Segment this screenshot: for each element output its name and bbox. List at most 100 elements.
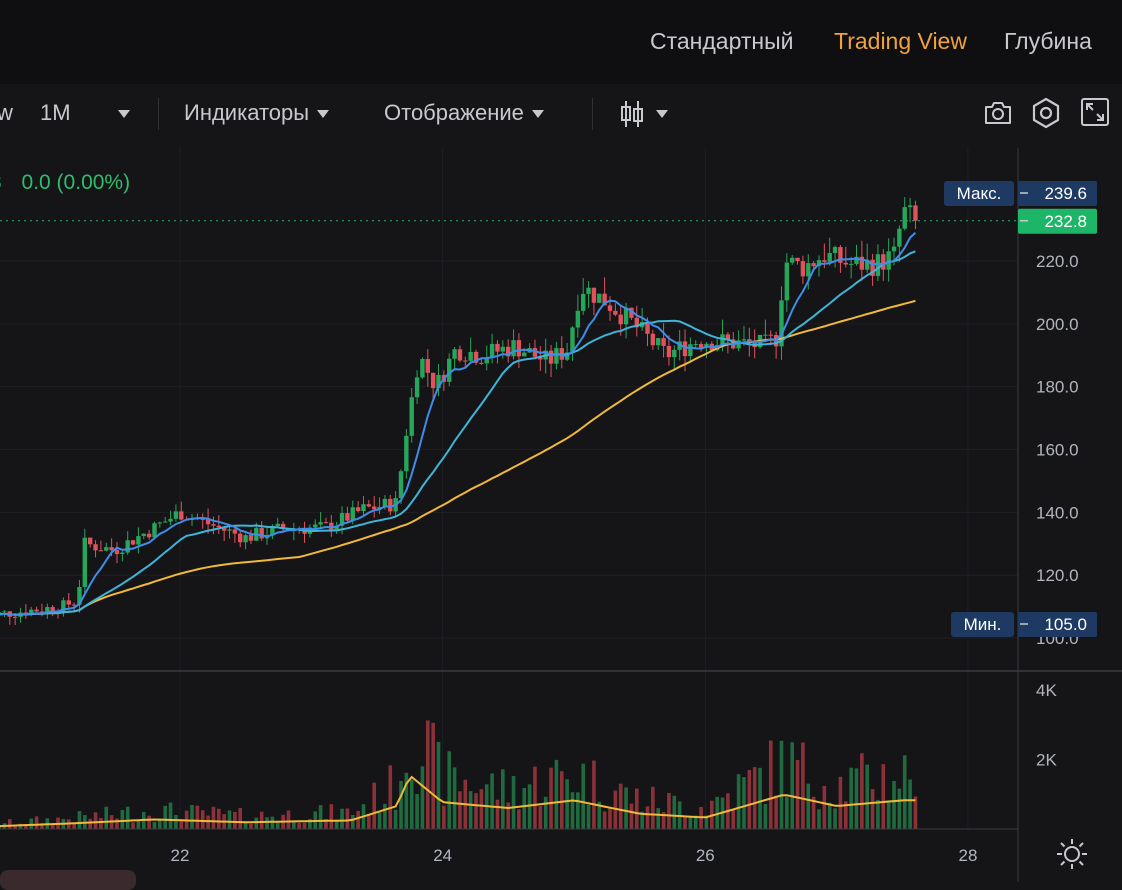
last-price-label: 232.8 (1044, 212, 1087, 231)
volume-bar (854, 768, 859, 829)
volume-bar (860, 753, 864, 829)
volume-bar (785, 796, 789, 829)
volume-bar (886, 800, 891, 829)
volume-bar (811, 796, 816, 829)
candle-type-icon[interactable] (618, 99, 676, 129)
candle-body (168, 518, 173, 522)
volume-bar (468, 791, 473, 829)
volume-bar (174, 815, 178, 829)
volume-bar (715, 796, 719, 829)
volume-bar (779, 740, 784, 829)
volume-bar (693, 815, 698, 829)
candle-body (404, 435, 409, 472)
candle-body (618, 314, 623, 325)
volume-bar (667, 792, 671, 829)
interval-selector[interactable]: 1M (40, 100, 71, 126)
volume-bar (377, 812, 382, 829)
candle-body (725, 334, 731, 340)
volume-bar (452, 767, 457, 829)
candle-body (656, 338, 661, 346)
candle-body (848, 263, 854, 265)
top-bar (0, 0, 1122, 84)
ma-mid-line (0, 250, 916, 616)
volume-bar (415, 793, 419, 829)
price-change-legend: 3 0.0 (0.00%) (0, 171, 130, 195)
tab-depth[interactable]: Глубина (1004, 28, 1092, 54)
volume-bar (233, 811, 237, 829)
time-tick-label: 28 (959, 846, 978, 865)
candle-body (838, 247, 843, 263)
max-label: Макс. (957, 184, 1002, 203)
candle-body (495, 343, 500, 352)
volume-bar (120, 809, 125, 829)
candle-body (741, 339, 747, 341)
volume-bar (624, 787, 628, 829)
volume-bar (265, 817, 269, 829)
candle-body (586, 287, 591, 294)
toolbar-divider (158, 98, 159, 130)
candle-body (61, 600, 66, 613)
tab-trading-view[interactable]: Trading View (834, 28, 967, 54)
price-tick-label: 180.0 (1036, 378, 1079, 397)
volume-bar (34, 816, 39, 829)
candle-body (345, 513, 350, 521)
volume-bar (147, 815, 151, 829)
settings-hex-icon[interactable] (1030, 97, 1062, 129)
time-tick-label: 24 (433, 846, 452, 865)
candle-body (897, 228, 902, 247)
bottom-tab[interactable] (0, 870, 136, 890)
candle-body (243, 535, 248, 543)
candle-body (682, 341, 688, 357)
candle-body (688, 344, 693, 357)
candle-body (211, 524, 216, 526)
candle-body (806, 263, 811, 277)
candle-body (77, 586, 82, 605)
candle-body (881, 254, 886, 270)
indicators-button[interactable]: Индикаторы (184, 100, 330, 126)
candle-body (200, 518, 205, 520)
volume-bar (827, 802, 832, 829)
candle-body (436, 374, 441, 389)
candle-body (318, 522, 323, 525)
volume-bar (29, 818, 34, 829)
volume-bar (458, 791, 462, 829)
volume-bar (190, 805, 194, 829)
candle-body (2, 611, 7, 613)
candle-body (902, 207, 907, 229)
candle-body (248, 535, 254, 541)
candle-body (39, 611, 45, 613)
candle-body (575, 310, 581, 328)
volume-bar (902, 755, 907, 829)
candle-body (602, 293, 607, 306)
volume-bar (324, 819, 328, 829)
volume-bar (538, 806, 543, 829)
volume-bar (249, 823, 253, 829)
volume-bar (447, 751, 452, 829)
candle-body (597, 293, 602, 303)
candle-body (66, 600, 71, 605)
volume-bar (93, 812, 98, 829)
candle-body (505, 346, 511, 357)
fullscreen-icon[interactable] (1080, 97, 1110, 127)
volume-bar (522, 787, 527, 829)
tab-standard[interactable]: Стандартный (650, 28, 794, 54)
display-button[interactable]: Отображение (384, 100, 544, 126)
volume-bar (565, 779, 569, 829)
sun-settings-icon[interactable] (1056, 838, 1088, 870)
candle-body (650, 333, 656, 346)
candle-body (93, 544, 98, 551)
candle-body (511, 340, 516, 357)
volume-bar (297, 822, 301, 829)
camera-icon[interactable] (983, 98, 1013, 128)
volume-bar (559, 771, 564, 829)
candle-body (629, 307, 634, 318)
candle-body (12, 616, 18, 618)
volume-bar (817, 809, 821, 829)
volume-bar (474, 793, 478, 829)
price-tick-label: 140.0 (1036, 503, 1079, 522)
interval-dropdown[interactable] (110, 100, 130, 126)
candle-body (238, 533, 243, 543)
candle-body (388, 498, 393, 512)
candle-body (484, 357, 489, 364)
